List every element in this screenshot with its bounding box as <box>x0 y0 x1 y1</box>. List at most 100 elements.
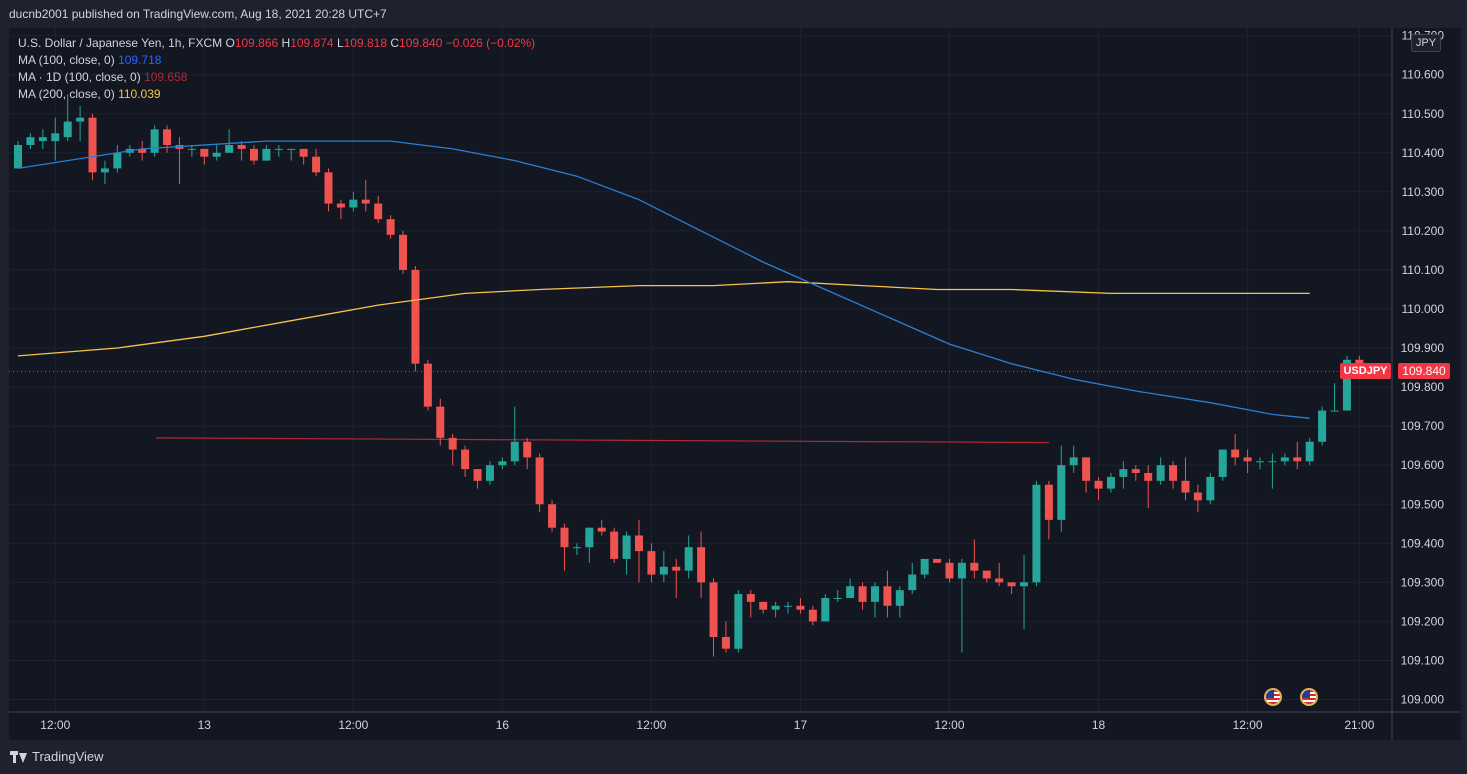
candle-body <box>274 148 283 150</box>
x-tick-label: 16 <box>496 718 510 732</box>
candle-body <box>1082 457 1091 481</box>
close-value: 109.840 <box>399 36 443 50</box>
us-flag-event-icon[interactable] <box>1264 688 1282 706</box>
candle-body <box>1169 465 1178 481</box>
candle-body <box>138 148 147 153</box>
candle-body <box>784 605 793 607</box>
candle-body <box>585 527 594 548</box>
ma200-line <box>17 281 1310 357</box>
ma100-value: 109.718 <box>118 53 162 67</box>
ma1d-label: MA · 1D (100, close, 0) <box>18 70 141 84</box>
tradingview-brand[interactable]: TradingView <box>10 749 104 764</box>
candle-body <box>647 551 656 575</box>
y-tick-label: 109.700 <box>1401 419 1445 433</box>
candle-body <box>237 144 246 149</box>
candle-body <box>38 137 47 142</box>
change-value: −0.026 (−0.02%) <box>445 36 536 50</box>
ma1d-line <box>155 437 1050 444</box>
high-label: H <box>281 36 291 50</box>
candle-body <box>858 586 867 602</box>
y-tick-label: 110.600 <box>1402 68 1445 82</box>
candle-body <box>982 570 991 579</box>
ma200-value: 110.039 <box>118 87 161 101</box>
candle-body <box>200 148 209 157</box>
publish-info: ducnb2001 published on TradingView.com, … <box>9 7 387 21</box>
y-tick-label: 109.300 <box>1401 575 1445 589</box>
symbol-price-tag: USDJPY <box>1340 363 1391 379</box>
candle-body <box>1007 582 1016 587</box>
candle-body <box>1330 410 1339 412</box>
y-tick-label: 109.400 <box>1401 536 1445 550</box>
candle-body <box>771 605 780 610</box>
y-tick-label: 110.300 <box>1402 185 1445 199</box>
candle-body <box>970 562 979 571</box>
us-flag-event-icon[interactable] <box>1300 688 1318 706</box>
x-tick-label: 12:00 <box>934 718 964 732</box>
candle-body <box>1293 457 1302 462</box>
x-tick-label: 21:00 <box>1344 718 1374 732</box>
y-tick-label: 109.500 <box>1401 497 1445 511</box>
candle-body <box>1268 461 1277 463</box>
candle-body <box>1094 480 1103 489</box>
candle-body <box>945 562 954 579</box>
candle-body <box>249 148 258 161</box>
open-value: 109.866 <box>234 36 279 50</box>
ma1d-legend-row[interactable]: MA · 1D (100, close, 0) 109.658 <box>18 69 535 86</box>
candle-body <box>672 566 681 571</box>
candle-body <box>287 148 296 150</box>
chart-legend: U.S. Dollar / Japanese Yen, 1h, FXCM O10… <box>18 35 535 103</box>
candle-body <box>920 558 929 575</box>
ma100-line <box>17 140 1310 419</box>
candle-body <box>26 137 35 145</box>
candle-body <box>423 363 432 407</box>
candle-body <box>1231 449 1240 458</box>
candle-body <box>1243 457 1252 462</box>
candle-body <box>746 594 755 602</box>
candle-body <box>1119 469 1128 477</box>
candle-body <box>808 609 817 622</box>
candle-body <box>163 129 172 145</box>
candle-body <box>1305 441 1314 462</box>
candle-body <box>759 601 768 610</box>
candle-body <box>461 449 470 470</box>
low-label: L <box>336 36 344 50</box>
candle-body <box>262 148 271 161</box>
currency-badge[interactable]: JPY <box>1411 34 1441 52</box>
ma200-legend-row[interactable]: MA (200, close, 0) 110.039 <box>18 86 535 103</box>
candle-body <box>1193 492 1202 501</box>
candle-body <box>1256 461 1264 463</box>
candle-body <box>374 203 383 220</box>
candle-body <box>1206 476 1215 501</box>
x-tick-label: 12:00 <box>40 718 70 732</box>
candle-body <box>560 527 569 548</box>
high-value: 109.874 <box>290 36 334 50</box>
y-tick-label: 109.000 <box>1401 693 1445 707</box>
candle-body <box>386 219 395 235</box>
ma100-label: MA (100, close, 0) <box>18 53 115 67</box>
candle-body <box>721 637 730 649</box>
y-tick-label: 109.100 <box>1401 653 1445 667</box>
x-tick-label: 18 <box>1092 718 1106 732</box>
footer-bar <box>0 740 1467 774</box>
candle-body <box>796 605 805 610</box>
candle-body <box>535 457 544 505</box>
candle-body <box>1057 465 1066 520</box>
x-tick-label: 12:00 <box>636 718 666 732</box>
candle-body <box>1069 457 1078 466</box>
candle-body <box>684 547 693 571</box>
x-tick-label: 17 <box>794 718 808 732</box>
y-tick-label: 110.200 <box>1402 224 1445 238</box>
candle-body <box>572 547 581 549</box>
candle-body <box>1280 457 1289 462</box>
candle-body <box>610 531 619 559</box>
y-tick-label: 109.800 <box>1401 380 1445 394</box>
candle-body <box>933 558 942 563</box>
ma100-legend-row[interactable]: MA (100, close, 0) 109.718 <box>18 52 535 69</box>
candle-body <box>187 148 196 150</box>
y-tick-label: 109.900 <box>1401 341 1445 355</box>
x-tick-label: 12:00 <box>1233 718 1263 732</box>
candle-body <box>870 586 879 602</box>
candle-body <box>1318 410 1327 442</box>
candle-body <box>523 441 532 458</box>
